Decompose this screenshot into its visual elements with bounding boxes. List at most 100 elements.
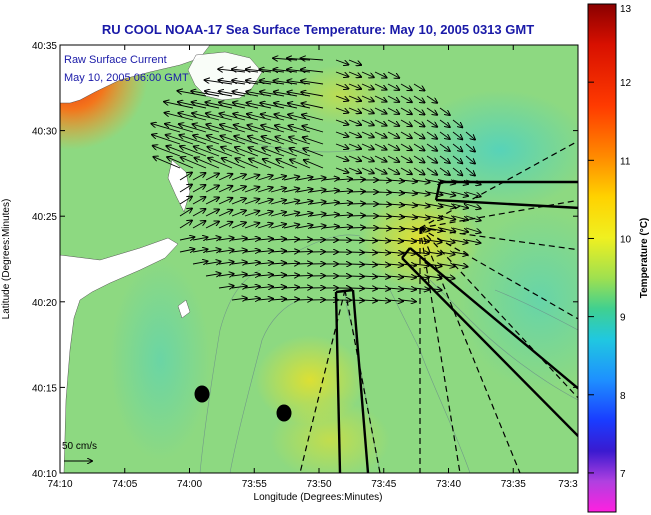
current-arrow (400, 192, 417, 194)
current-arrow (413, 107, 424, 114)
current-arrow (400, 155, 412, 162)
current-arrow (348, 252, 364, 253)
current-arrow (465, 203, 481, 209)
current-arrow (273, 58, 298, 60)
current-arrow (348, 215, 365, 216)
x-tick-label: 73:50 (306, 479, 331, 490)
current-arrow (231, 262, 247, 264)
current-arrow (222, 158, 246, 169)
current-arrow (261, 114, 285, 121)
colorbar-tick-label: 9 (620, 313, 626, 324)
x-tick-label: 73:45 (371, 479, 396, 490)
current-arrow (400, 119, 412, 126)
current-arrow (179, 249, 194, 252)
current-arrow (231, 198, 246, 205)
current-arrow (374, 119, 387, 126)
current-arrow (289, 126, 311, 133)
current-arrow (205, 221, 219, 229)
current-arrow (400, 300, 416, 302)
annotation-line-2: May 10, 2005 06:00 GMT (64, 72, 189, 84)
current-arrow (231, 286, 247, 288)
current-arrow (400, 228, 417, 230)
current-arrow (302, 103, 324, 109)
current-arrow (348, 191, 365, 192)
current-arrow (270, 188, 286, 193)
current-arrow (257, 175, 273, 181)
current-arrow (273, 69, 298, 72)
current-arrow (452, 227, 468, 232)
current-arrow (205, 197, 219, 205)
y-tick-label: 40:35 (32, 41, 57, 52)
current-arrow (296, 189, 312, 192)
current-arrow (296, 177, 312, 180)
current-arrow (257, 263, 273, 264)
current-arrow (322, 226, 339, 228)
y-tick-label: 40:25 (32, 212, 57, 223)
current-arrow (426, 167, 437, 175)
current-arrow (296, 251, 312, 252)
current-arrow (205, 238, 221, 240)
current-arrow (275, 137, 298, 145)
current-arrow (413, 204, 430, 206)
colorbar-tick-label: 7 (620, 469, 626, 480)
current-arrow (335, 227, 352, 228)
current-arrow (309, 190, 326, 192)
current-arrow (231, 250, 247, 252)
current-arrow (348, 131, 361, 137)
y-tick-label: 40:10 (32, 469, 57, 480)
current-arrow (387, 95, 399, 102)
current-arrow (309, 214, 326, 216)
current-arrow (181, 157, 207, 169)
x-tick-label: 74:10 (47, 479, 72, 490)
current-arrow (260, 69, 285, 72)
current-arrow (400, 95, 412, 102)
current-arrow (387, 300, 403, 301)
current-arrow (413, 143, 424, 150)
current-arrow (452, 119, 462, 127)
current-arrow (426, 143, 437, 151)
current-arrow (260, 92, 285, 97)
x-tick-label: 73:3 (558, 479, 578, 490)
current-arrow (263, 159, 285, 169)
current-arrow (244, 274, 260, 276)
colorbar-tick-label: 10 (620, 234, 632, 245)
current-arrow (218, 274, 234, 276)
current-arrow (192, 209, 205, 217)
current-arrow (270, 224, 286, 229)
current-arrow (301, 58, 324, 60)
colorbar-tick-label: 12 (620, 78, 632, 89)
current-arrow (262, 137, 285, 145)
current-arrow (361, 167, 374, 173)
current-arrow (361, 83, 374, 89)
current-arrow (335, 179, 352, 180)
current-arrow (231, 174, 246, 181)
current-arrow (361, 143, 374, 149)
current-arrow (257, 187, 273, 193)
current-arrow (283, 239, 299, 240)
current-arrow (302, 115, 324, 121)
current-arrow (283, 299, 299, 300)
current-arrow (218, 210, 232, 217)
current-arrow (244, 211, 259, 217)
colorbar-ticks: 13 12 11 10 9 8 7 (588, 3, 632, 480)
colorbar-tick-label: 8 (620, 391, 626, 402)
current-arrow (179, 209, 192, 217)
current-arrow (260, 103, 285, 109)
current-arrow (465, 143, 475, 152)
current-arrow (374, 83, 387, 90)
current-arrow (387, 240, 403, 241)
current-arrow (413, 155, 424, 162)
map-title: RU COOL NOAA-17 Sea Surface Temperature:… (102, 22, 534, 37)
current-arrow (257, 239, 273, 240)
current-arrow (361, 95, 374, 101)
x-tick-label: 73:55 (242, 479, 267, 490)
current-arrow (249, 148, 272, 157)
current-arrow (247, 114, 272, 121)
current-arrow (275, 125, 298, 133)
current-arrow (335, 203, 352, 204)
current-arrow (218, 262, 234, 264)
current-arrow (387, 192, 404, 193)
current-arrow (257, 223, 273, 229)
current-arrow (244, 286, 260, 288)
